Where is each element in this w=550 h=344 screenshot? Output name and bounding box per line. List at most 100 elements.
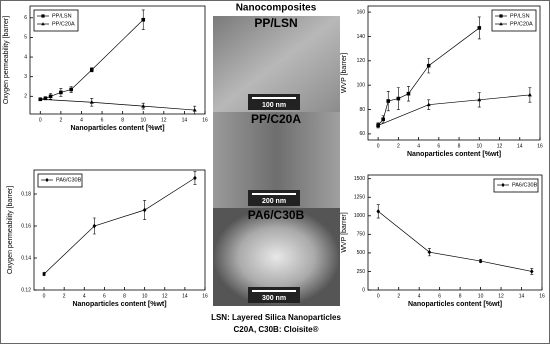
panel-label: PP/LSN bbox=[254, 16, 297, 30]
legend-box bbox=[33, 9, 79, 32]
y-tick-label: 5 bbox=[24, 35, 27, 41]
legend-box bbox=[491, 9, 537, 32]
marker bbox=[192, 107, 197, 112]
plot-frame bbox=[367, 5, 541, 141]
x-tick-label: 0 bbox=[39, 117, 42, 123]
y-tick-label: 1000 bbox=[354, 213, 365, 219]
plot-frame bbox=[29, 5, 206, 115]
marker bbox=[142, 207, 147, 213]
marker bbox=[89, 68, 94, 72]
plot-frame bbox=[367, 174, 543, 291]
marker bbox=[193, 175, 197, 181]
series-line bbox=[377, 27, 480, 126]
legend-marker bbox=[499, 14, 503, 18]
marker bbox=[42, 271, 46, 277]
x-tick-label: 8 bbox=[121, 117, 124, 123]
x-axis-label: Nanoparticles content [%wt] bbox=[72, 301, 166, 308]
x-tick-label: 14 bbox=[519, 293, 525, 299]
legend-marker bbox=[41, 22, 45, 26]
chart: 0 2 4 6 8 10 12 14 16 60 80 100 120 140 160 Nanoparticl… bbox=[341, 5, 543, 158]
x-tick-label: 14 bbox=[182, 293, 188, 299]
x-tick-label: 2 bbox=[59, 117, 62, 123]
panel-label: PA6/C30B bbox=[248, 208, 305, 222]
x-tick-label: 10 bbox=[140, 117, 146, 123]
marker bbox=[396, 96, 401, 101]
x-tick-label: 4 bbox=[83, 293, 86, 299]
x-tick-label: 12 bbox=[498, 293, 504, 299]
x-tick-label: 2 bbox=[63, 293, 66, 299]
x-tick-label: 14 bbox=[517, 143, 523, 149]
marker bbox=[141, 17, 146, 22]
legend-label: PP/LSN bbox=[510, 13, 530, 19]
x-tick-label: 8 bbox=[458, 143, 461, 149]
scale-label: 100 nm bbox=[262, 102, 286, 109]
y-tick-label: 750 bbox=[357, 232, 366, 238]
y-axis-label: WVP [barrer] bbox=[341, 53, 348, 93]
x-tick-label: 10 bbox=[477, 143, 483, 149]
legend-box bbox=[37, 173, 83, 188]
marker bbox=[529, 269, 534, 274]
legend-label: PA6/C30B bbox=[512, 182, 538, 188]
legend-label: PP/C20A bbox=[510, 21, 533, 27]
micrographs: PP/LSN PP/C20A PA6/C30B 100 nm 200 nm 30… bbox=[213, 16, 340, 306]
marker bbox=[477, 26, 482, 30]
marker bbox=[48, 94, 53, 99]
series-line bbox=[43, 177, 196, 275]
y-tick-label: 160 bbox=[357, 9, 366, 15]
series-line bbox=[40, 98, 195, 111]
x-tick-label: 10 bbox=[142, 293, 148, 299]
legend-box bbox=[493, 178, 539, 193]
marker bbox=[38, 97, 43, 101]
x-tick-label: 12 bbox=[497, 143, 503, 149]
scale-label: 200 nm bbox=[262, 198, 286, 205]
x-tick-label: 6 bbox=[437, 143, 440, 149]
x-tick-label: 4 bbox=[418, 293, 421, 299]
marker bbox=[59, 90, 63, 95]
y-tick-label: 120 bbox=[357, 58, 366, 64]
y-tick-label: 0.12 bbox=[21, 287, 31, 293]
x-tick-label: 4 bbox=[417, 143, 420, 149]
marker bbox=[527, 92, 532, 97]
marker bbox=[89, 100, 94, 104]
x-tick-label: 0 bbox=[43, 293, 46, 299]
scale-label: 300 nm bbox=[262, 295, 286, 302]
x-axis-label: Nanoparticles content [%wt] bbox=[407, 151, 501, 158]
x-tick-label: 16 bbox=[539, 293, 545, 299]
legend-marker bbox=[41, 14, 45, 18]
x-tick-label: 12 bbox=[161, 117, 167, 123]
x-tick-label: 6 bbox=[101, 117, 104, 123]
marker bbox=[376, 209, 381, 214]
y-tick-label: 2 bbox=[24, 94, 27, 100]
marker bbox=[478, 258, 483, 264]
y-tick-label: 500 bbox=[357, 250, 366, 256]
y-tick-label: 0.14 bbox=[21, 255, 31, 261]
x-tick-label: 2 bbox=[397, 143, 400, 149]
chart: 0 2 4 6 8 10 12 14 16 2 3 4 5 6 Nanoparticles content … bbox=[3, 5, 208, 132]
series-line bbox=[40, 19, 144, 100]
x-tick-label: 16 bbox=[537, 143, 543, 149]
y-axis-label: Oxygen permeability [barrer] bbox=[7, 186, 14, 274]
x-tick-label: 8 bbox=[459, 293, 462, 299]
x-tick-label: 10 bbox=[478, 293, 484, 299]
series-line bbox=[378, 211, 532, 272]
legend-label: PP/LSN bbox=[52, 13, 72, 19]
y-axis-label: Oxygen permeability [barrer] bbox=[3, 16, 10, 104]
chart: 0 2 4 6 8 10 12 14 16 0.12 0.14 0.16 0.18 Nanoparticl… bbox=[7, 169, 208, 308]
y-tick-label: 1250 bbox=[354, 195, 365, 201]
caption: C20A, C30B: Cloisite® bbox=[233, 325, 318, 334]
y-axis-label: WVP [barrer] bbox=[341, 212, 348, 252]
series-line bbox=[377, 94, 530, 126]
x-tick-label: 6 bbox=[103, 293, 106, 299]
x-axis-label: Nanoparticles content [%wt] bbox=[408, 301, 502, 308]
marker bbox=[92, 223, 97, 229]
legend-marker bbox=[501, 182, 505, 188]
y-tick-label: 0.16 bbox=[21, 223, 31, 229]
x-tick-label: 14 bbox=[182, 117, 188, 123]
y-tick-label: 0.18 bbox=[21, 191, 31, 197]
marker bbox=[426, 102, 431, 107]
y-tick-label: 140 bbox=[357, 34, 366, 40]
y-tick-label: 6 bbox=[24, 15, 27, 21]
chart: 0 2 4 6 8 10 12 14 16 0 250 500 750 1000 1250 1500 Nanop… bbox=[341, 174, 545, 308]
x-tick-label: 16 bbox=[202, 117, 208, 123]
